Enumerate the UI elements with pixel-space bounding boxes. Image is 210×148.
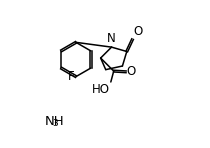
Text: O: O [133,25,143,38]
Text: HO: HO [92,83,110,96]
Text: NH: NH [45,115,64,128]
Text: N: N [107,32,116,45]
Text: F: F [68,70,75,83]
Text: O: O [127,65,136,78]
Text: 3: 3 [53,119,58,128]
